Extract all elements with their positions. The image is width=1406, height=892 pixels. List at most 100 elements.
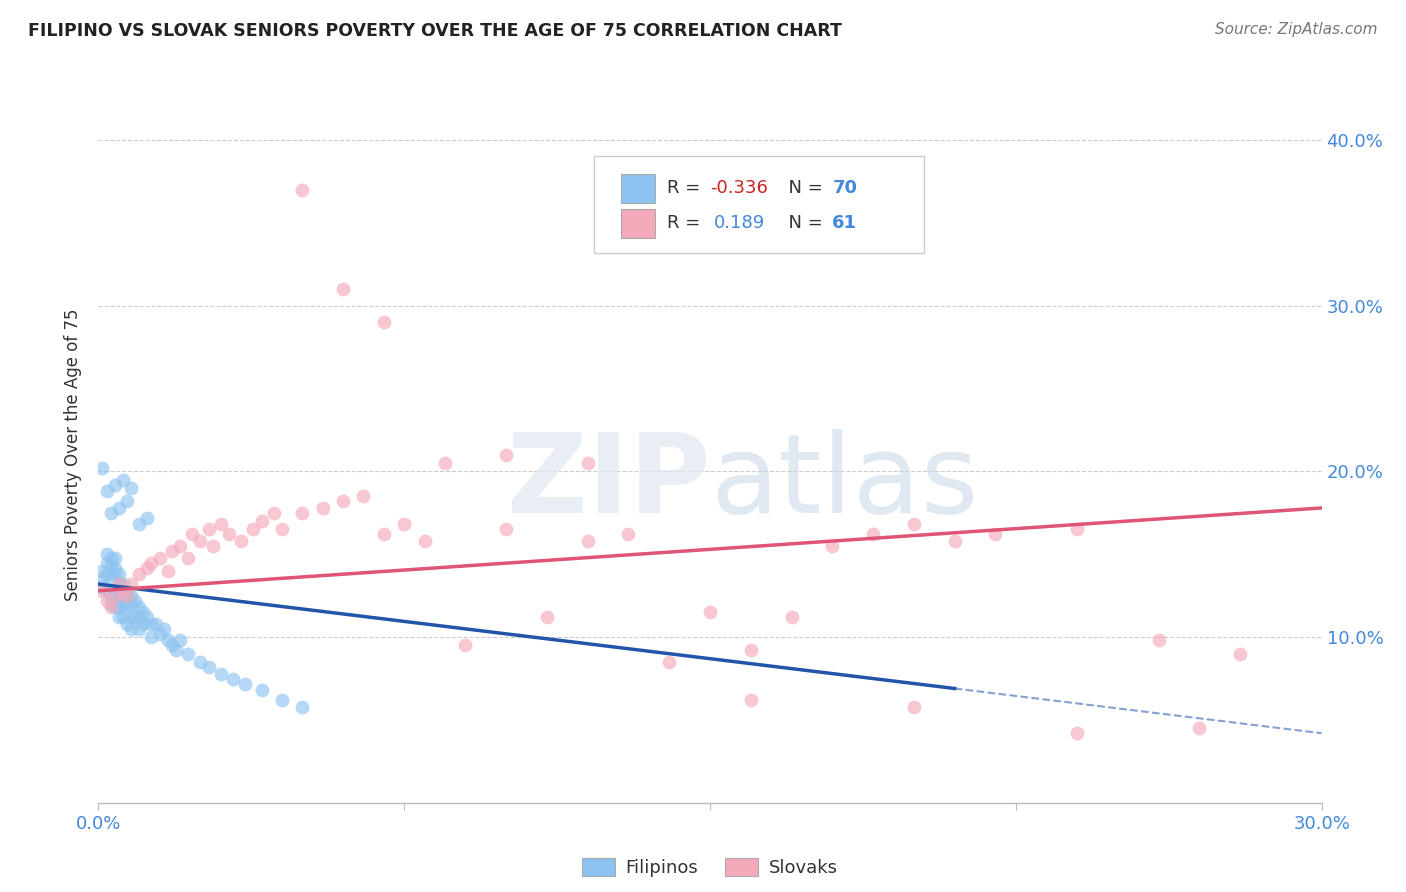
Point	[699, 605, 721, 619]
Point	[821, 539, 844, 553]
Point	[233, 676, 256, 690]
Point	[128, 600, 150, 615]
Point	[373, 527, 395, 541]
Point	[96, 556, 118, 570]
Text: 61: 61	[832, 214, 858, 232]
Point	[188, 655, 212, 669]
Point	[169, 539, 191, 553]
Point	[91, 572, 114, 586]
Point	[152, 622, 174, 636]
Text: R =: R =	[668, 179, 706, 197]
Point	[120, 589, 142, 603]
Point	[165, 643, 187, 657]
Point	[1229, 647, 1251, 661]
Point	[111, 610, 134, 624]
Text: Source: ZipAtlas.com: Source: ZipAtlas.com	[1215, 22, 1378, 37]
Point	[124, 610, 146, 624]
Point	[291, 506, 314, 520]
Point	[181, 527, 204, 541]
Point	[91, 564, 114, 578]
Point	[108, 600, 131, 615]
Point	[96, 547, 118, 561]
Point	[617, 527, 640, 541]
Point	[104, 567, 127, 582]
Point	[197, 660, 219, 674]
Point	[903, 699, 925, 714]
Point	[104, 477, 127, 491]
Point	[312, 500, 335, 515]
Point	[132, 605, 155, 619]
Point	[536, 610, 558, 624]
Point	[270, 523, 294, 537]
Point	[263, 506, 285, 520]
Point	[108, 577, 131, 591]
Point	[149, 550, 172, 565]
Point	[128, 622, 150, 636]
Point	[104, 550, 127, 565]
Point	[100, 558, 122, 573]
Point	[160, 544, 183, 558]
Point	[124, 593, 146, 607]
Text: 0.189: 0.189	[714, 214, 765, 232]
Point	[111, 473, 134, 487]
Point	[132, 616, 155, 631]
Point	[96, 593, 118, 607]
Point	[128, 610, 150, 624]
Point	[100, 550, 122, 565]
Point	[576, 534, 599, 549]
Point	[115, 600, 138, 615]
Point	[740, 643, 762, 657]
Point	[1066, 726, 1088, 740]
Point	[209, 517, 232, 532]
Point	[111, 583, 134, 598]
FancyBboxPatch shape	[620, 174, 655, 203]
Point	[373, 315, 395, 329]
Point	[100, 589, 122, 603]
Point	[104, 600, 127, 615]
Point	[740, 693, 762, 707]
Point	[111, 597, 134, 611]
Point	[156, 564, 179, 578]
Point	[104, 589, 127, 603]
Point	[141, 616, 163, 631]
Point	[149, 627, 172, 641]
Point	[108, 577, 131, 591]
Point	[780, 610, 803, 624]
Point	[332, 494, 354, 508]
Point	[242, 523, 264, 537]
Point	[222, 672, 245, 686]
Point	[454, 639, 477, 653]
Point	[100, 597, 122, 611]
Point	[108, 610, 131, 624]
Point	[91, 583, 114, 598]
Point	[250, 514, 273, 528]
Text: ZIP: ZIP	[506, 429, 710, 536]
Point	[352, 489, 374, 503]
Point	[115, 589, 138, 603]
Point	[96, 484, 118, 499]
FancyBboxPatch shape	[620, 209, 655, 238]
FancyBboxPatch shape	[593, 156, 924, 253]
Point	[156, 633, 179, 648]
Point	[177, 647, 200, 661]
Point	[104, 589, 127, 603]
Text: N =: N =	[778, 214, 828, 232]
Point	[291, 183, 314, 197]
Point	[413, 534, 436, 549]
Point	[201, 539, 224, 553]
Point	[231, 534, 253, 549]
Point	[291, 699, 314, 714]
Point	[1066, 523, 1088, 537]
Point	[91, 461, 114, 475]
Y-axis label: Seniors Poverty Over the Age of 75: Seniors Poverty Over the Age of 75	[65, 309, 83, 601]
Point	[115, 494, 138, 508]
Text: -0.336: -0.336	[710, 179, 768, 197]
Text: FILIPINO VS SLOVAK SENIORS POVERTY OVER THE AGE OF 75 CORRELATION CHART: FILIPINO VS SLOVAK SENIORS POVERTY OVER …	[28, 22, 842, 40]
Point	[495, 523, 517, 537]
Point	[115, 589, 138, 603]
Point	[120, 481, 142, 495]
Point	[104, 560, 127, 574]
Point	[120, 610, 142, 624]
Legend: Filipinos, Slovaks: Filipinos, Slovaks	[575, 850, 845, 884]
Point	[128, 517, 150, 532]
